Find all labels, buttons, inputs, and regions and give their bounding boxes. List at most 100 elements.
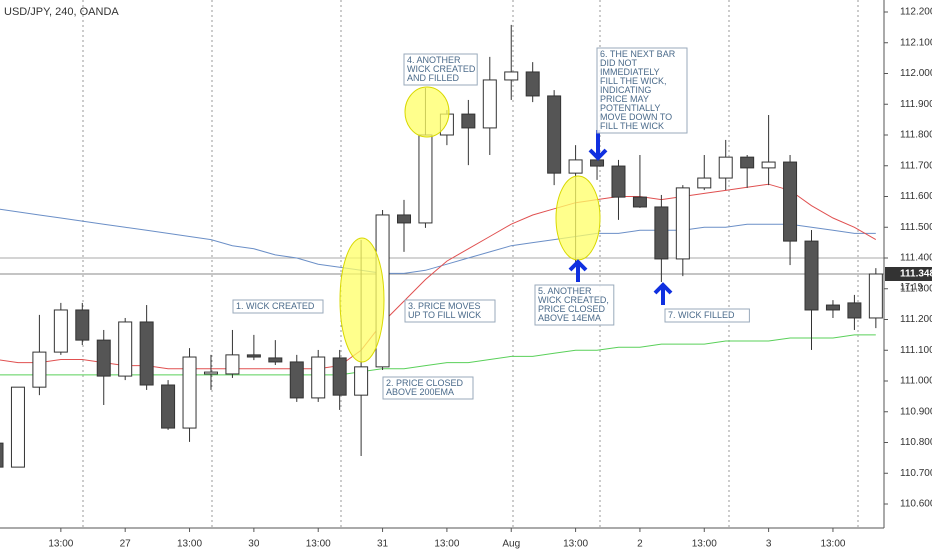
ma-line [0, 208, 876, 274]
candle-body [761, 161, 776, 169]
y-tick-label: 110.900 [900, 406, 932, 417]
annotation-text: ABOVE 200EMA [386, 387, 454, 397]
candle-body [547, 95, 562, 174]
candle-body [461, 113, 476, 129]
annotation-box [403, 53, 478, 86]
y-tick-label: 112.000 [900, 68, 932, 79]
axes: 110.600 110.700 110.800 110.900 111.000 111.1… [48, 7, 932, 550]
annotation-text: WICK CREATED [407, 64, 476, 74]
x-tick-label: 30 [248, 539, 260, 550]
annotation-text: 2. PRICE CLOSED [386, 378, 464, 388]
candle-body [354, 366, 369, 396]
y-tick-label: 111.700 [900, 160, 932, 171]
highlight-ellipse [339, 237, 385, 363]
candle-body [0, 442, 4, 468]
session-lines [82, 0, 859, 528]
x-tick-label: 3 [766, 539, 772, 550]
x-tick-label: 2 [637, 539, 643, 550]
last-price-box [885, 266, 932, 281]
annotation-text: FILL THE WICK, [600, 76, 667, 86]
x-tick-label: 13:00 [820, 539, 845, 550]
marks [0, 24, 884, 468]
y-tick-label: 111.000 [900, 376, 932, 387]
highlights [339, 86, 601, 363]
y-tick-label: 111.600 [900, 191, 932, 202]
candle-body [740, 156, 755, 169]
candle-body [32, 351, 47, 388]
y-tick-label: 111.500 [900, 222, 932, 233]
candle-body [311, 356, 326, 399]
candle-body [525, 71, 540, 97]
x-tick-label: 13:00 [692, 539, 717, 550]
y-tick-label: 111.800 [900, 130, 932, 141]
annotation-text: FILL THE WICK [600, 121, 664, 131]
candle-body [203, 371, 218, 375]
annotation-box [232, 299, 324, 314]
candle-body [53, 309, 68, 353]
y-tick-label: 111.400 [900, 253, 932, 264]
candle-body [75, 309, 90, 341]
y-tick-label: 111.100 [900, 345, 932, 356]
annotation-text: 1. WICK CREATED [236, 301, 315, 311]
x-tick-label: 13:00 [306, 539, 331, 550]
annotation-text: POTENTIALLY [600, 103, 660, 113]
countdown: 17:19 [900, 281, 923, 291]
y-tick-label: 110.800 [900, 437, 932, 448]
candle-body [697, 177, 712, 189]
annotation-text: ABOVE 14EMA [538, 313, 601, 323]
annotation-box [534, 284, 615, 326]
annotation-text: IMMEDIATELY [600, 67, 660, 77]
arrow-down [588, 130, 608, 161]
candle-body [804, 240, 819, 311]
candle-body [10, 386, 25, 468]
annotation-box [596, 47, 688, 134]
candle-body [482, 79, 497, 129]
candle-body [118, 321, 133, 377]
candle-body [418, 134, 433, 224]
arrow-up [653, 282, 673, 305]
annotation-box [404, 299, 496, 323]
annotation-text: PRICE MAY [600, 94, 649, 104]
candle-body [182, 356, 197, 429]
annotation-text: 3. PRICE MOVES [408, 301, 481, 311]
candle-body [868, 273, 883, 319]
candle-body [161, 384, 176, 429]
candle-body [847, 302, 862, 319]
candle-body [504, 71, 519, 81]
candle-body [332, 357, 347, 396]
y-tick-label: 110.700 [900, 468, 932, 479]
y-tick-label: 111.200 [900, 314, 932, 325]
x-tick-label: 27 [120, 539, 132, 550]
y-tick-label: 111.300 [900, 283, 932, 294]
annotation-text: WICK CREATED, [538, 295, 609, 305]
candle-body [246, 354, 261, 358]
candle-body [268, 357, 283, 363]
x-tick-label: Aug [502, 539, 520, 550]
annotation-text: DID NOT [600, 58, 638, 68]
annotation-text: 7. WICK FILLED [668, 310, 735, 320]
candle-body [139, 321, 154, 386]
last-price-label: 111.348 [900, 269, 932, 280]
highlight-ellipse [555, 175, 601, 261]
annotation-text: 5. ANOTHER [538, 286, 592, 296]
arrow-up [568, 259, 588, 282]
annotation-text: PRICE CLOSED [538, 304, 606, 314]
x-tick-label: 13:00 [434, 539, 459, 550]
candle-body [289, 361, 304, 399]
chart-title: USD/JPY, 240, OANDA [4, 6, 119, 18]
candle-body [96, 339, 111, 377]
candle-body [611, 165, 626, 198]
y-tick-label: 110.600 [900, 499, 932, 510]
x-tick-label: 13:00 [563, 539, 588, 550]
annotation-box [382, 376, 474, 400]
candle-body [783, 161, 798, 242]
y-tick-label: 111.900 [900, 99, 932, 110]
candle-body [397, 214, 412, 224]
y-tick-label: 112.200 [900, 7, 932, 18]
candle-body [654, 206, 669, 260]
annotation-text: MOVE DOWN TO [600, 112, 672, 122]
annotation-box [664, 308, 750, 323]
